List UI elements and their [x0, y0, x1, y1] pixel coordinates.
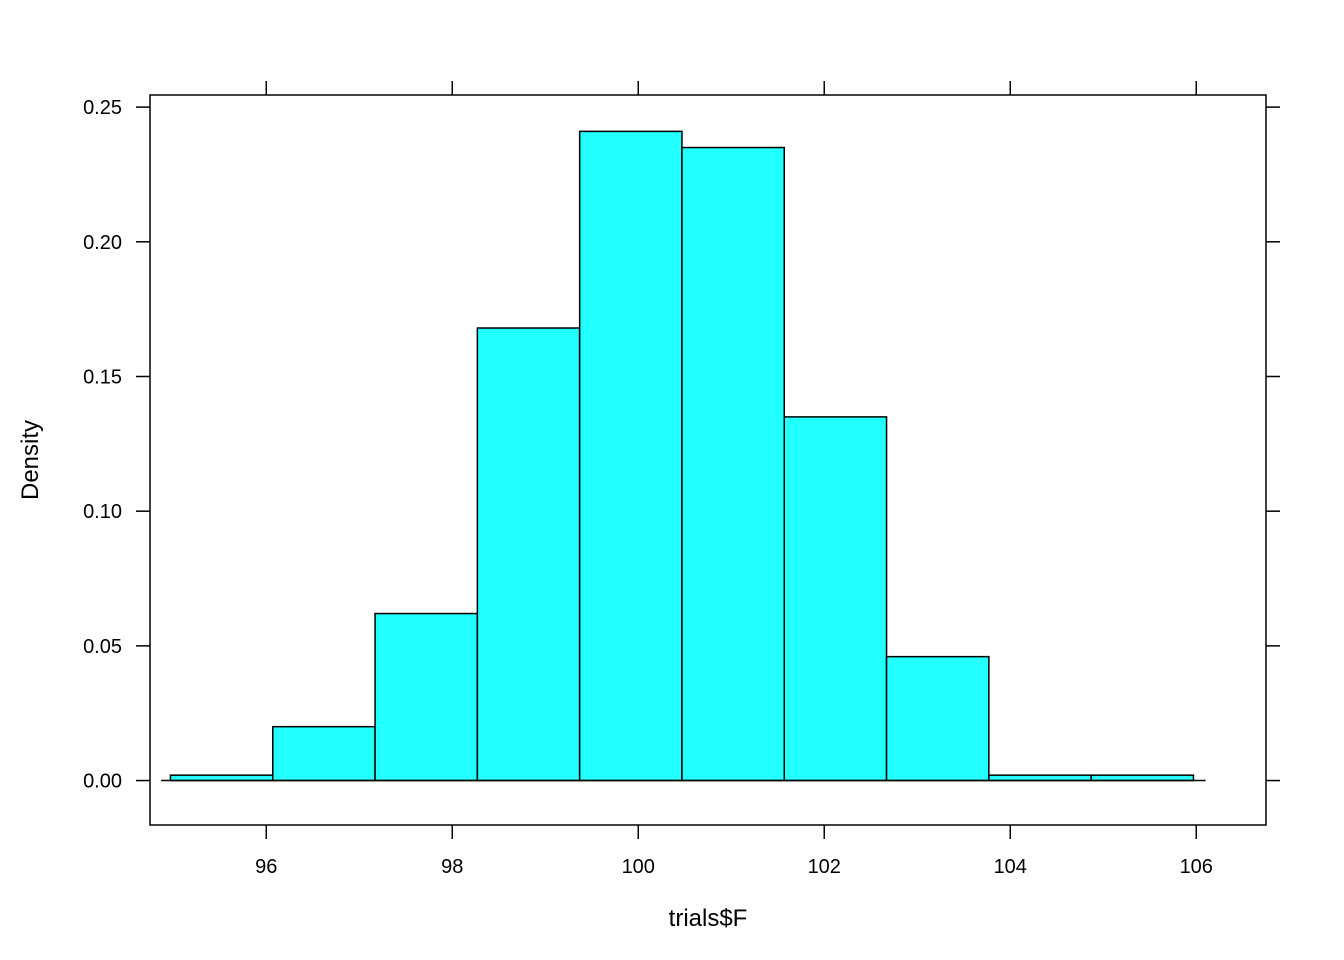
- histogram-bar-2: [272, 725, 376, 782]
- x-tick-label: 106: [1180, 856, 1213, 878]
- bars-layer: [169, 130, 1195, 782]
- histogram-bar-10: [1090, 774, 1195, 782]
- histogram-bar-9: [988, 774, 1092, 782]
- x-tick-label: 100: [622, 856, 655, 878]
- histogram-bar-6: [681, 146, 786, 782]
- histogram-bar-8: [885, 655, 990, 782]
- x-tick-label: 102: [808, 856, 841, 878]
- histogram-bar-5: [578, 130, 683, 782]
- plot-frame: [149, 94, 1267, 826]
- x-tick-label: 98: [441, 856, 463, 878]
- y-axis-ticks: 0.00 0.05 0.10 0.15 0.20 0.25: [83, 97, 1280, 793]
- histogram-bar-7: [783, 416, 888, 782]
- x-tick-label: 96: [255, 856, 277, 878]
- histogram-bar-4: [476, 327, 581, 782]
- y-tick-label: 0.05: [83, 636, 122, 658]
- y-tick-label: 0.15: [83, 366, 122, 388]
- x-tick-label: 104: [994, 856, 1027, 878]
- histogram-bar-3: [374, 612, 479, 782]
- histogram-bar-1: [169, 774, 274, 782]
- y-axis-title: Density: [17, 420, 44, 500]
- y-tick-label: 0.10: [83, 501, 122, 523]
- y-tick-label: 0.20: [83, 232, 122, 254]
- x-axis-ticks: 96 98 100 102 104 106: [255, 81, 1213, 878]
- y-tick-label: 0.00: [83, 771, 122, 793]
- x-axis-title: trials$F: [669, 905, 748, 932]
- y-tick-label: 0.25: [83, 97, 122, 119]
